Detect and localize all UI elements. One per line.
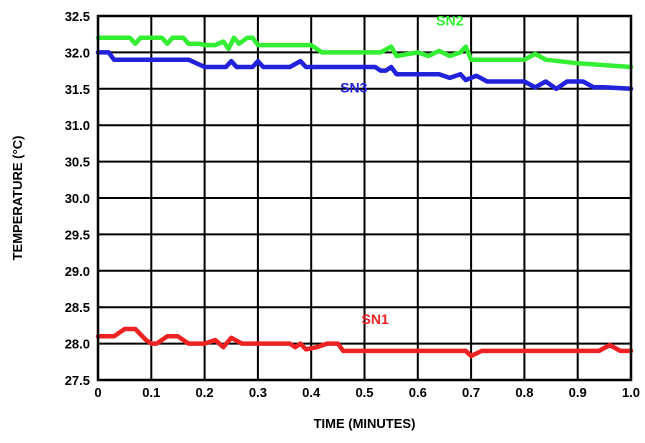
x-tick-label: 0.4 (302, 385, 321, 400)
x-tick-label: 0.3 (249, 385, 267, 400)
y-tick-label: 30.5 (65, 155, 90, 170)
y-tick-label: 28.0 (65, 337, 90, 352)
series-line-sn2 (95, 35, 634, 70)
x-tick-label: 1.0 (622, 385, 640, 400)
plot-frame (96, 14, 633, 382)
y-tick-label: 27.5 (65, 373, 90, 388)
y-tick-label: 31.5 (65, 82, 90, 97)
series-label-sn1: SN1 (362, 311, 389, 327)
series-label-sn3: SN3 (340, 79, 367, 95)
x-tick-label: 0.7 (462, 385, 480, 400)
label-layer: SN2 SN3 SN1 (340, 12, 463, 326)
x-tick-label: 0.1 (142, 385, 160, 400)
x-tick-label: 0.2 (196, 385, 214, 400)
x-tick-label: 0.8 (515, 385, 533, 400)
y-tick-label: 28.5 (65, 300, 90, 315)
series-label-sn2: SN2 (436, 12, 463, 28)
y-tick-label: 29.0 (65, 264, 90, 279)
x-axis-title: TIME (MINUTES) (314, 416, 416, 431)
x-tick-label: 0.5 (355, 385, 373, 400)
y-tick-label: 29.5 (65, 227, 90, 242)
series-line-sn1 (95, 326, 634, 359)
x-tick-label: 0.9 (569, 385, 587, 400)
series-layer (95, 35, 634, 359)
x-tick-label: 0.6 (409, 385, 427, 400)
x-tick-label: 0 (94, 385, 101, 400)
tick-layer: 0 0.1 0.2 0.3 0.4 0.5 0.6 0.7 0.8 0.9 1.0 27.5 28.0 2… (65, 9, 640, 400)
y-tick-label: 32.0 (65, 45, 90, 60)
y-tick-label: 30.0 (65, 191, 90, 206)
y-tick-label: 32.5 (65, 9, 90, 24)
y-tick-label: 31.0 (65, 118, 90, 133)
series-line-sn3 (95, 50, 634, 92)
y-axis-title: TEMPERATURE (°C) (10, 136, 25, 261)
